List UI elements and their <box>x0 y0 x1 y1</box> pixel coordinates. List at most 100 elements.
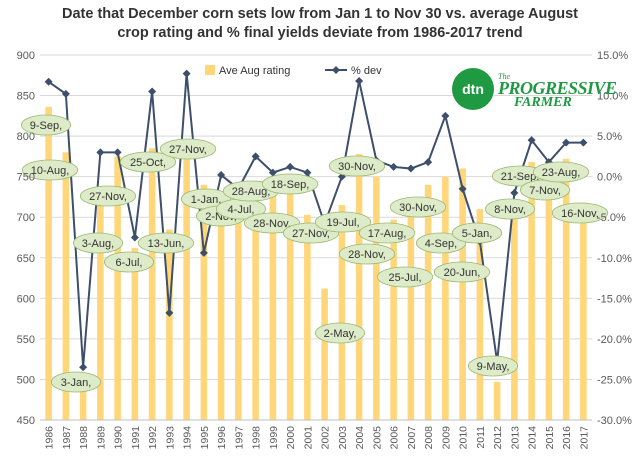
bar <box>79 379 87 420</box>
bar <box>321 288 328 420</box>
bar-series-ave-aug-rating <box>45 106 587 421</box>
line-point <box>579 138 588 147</box>
line-path <box>48 73 584 368</box>
line-point <box>441 111 450 120</box>
bar <box>424 184 432 420</box>
line-point <box>44 77 53 86</box>
bar <box>217 202 225 420</box>
bar <box>235 201 242 420</box>
legend-label-line: % dev <box>351 65 382 77</box>
annotation-bubble <box>79 185 137 207</box>
legend-label-bar: Ave Aug rating <box>219 65 290 77</box>
annotation-label: 4-Jul, <box>228 204 255 216</box>
x-tick-label: 1996 <box>216 426 228 450</box>
annotation-label: 25-Oct, <box>130 157 166 169</box>
y-left-tick-label: 750 <box>17 172 35 184</box>
annotation-label: 20-Jun, <box>444 267 481 279</box>
y-right-tick-label: -5.0% <box>597 212 626 224</box>
bar <box>183 153 190 420</box>
y-right-tick-label: 5.0% <box>597 131 622 143</box>
annotation-bubble <box>467 355 518 377</box>
x-tick-label: 1995 <box>199 426 211 450</box>
annotation-label: 3-Aug, <box>82 238 114 250</box>
bar <box>562 158 570 421</box>
legend-swatch-bar <box>205 65 215 75</box>
annotation-bubble <box>338 243 396 265</box>
annotation-label: 17-Aug, <box>368 228 407 240</box>
line-point <box>130 233 139 242</box>
annotation-label: 19-Jul, <box>326 217 359 229</box>
line-point <box>527 136 536 145</box>
line-point <box>458 184 467 193</box>
x-tick-label: 2014 <box>527 426 539 450</box>
annotation-bubble <box>159 138 217 160</box>
line-point <box>303 168 312 177</box>
annotation-bubble <box>415 232 466 254</box>
x-tick-label: 2016 <box>561 426 573 450</box>
line-point <box>510 188 519 197</box>
annotation-label: 16-Nov, <box>561 208 599 220</box>
annotation-bubble <box>104 251 155 273</box>
annotation-bubble <box>314 211 372 233</box>
bar <box>493 381 501 420</box>
bar <box>580 202 587 420</box>
annotation-label: 28-Nov, <box>253 218 291 230</box>
legend-marker <box>332 66 340 74</box>
y-left-tick-label: 600 <box>17 293 35 305</box>
line-point <box>61 89 70 98</box>
y-right-tick-label: -15.0% <box>597 293 632 305</box>
annotation-bubble <box>551 202 609 224</box>
line-point <box>113 148 122 157</box>
annotation-bubble <box>532 161 590 183</box>
progressive-farmer-logo: dtn The PROGRESSIVE FARMER <box>452 68 617 114</box>
bar <box>269 185 277 420</box>
annotation-label: 30-Nov, <box>338 161 376 173</box>
annotation-bubble <box>51 371 102 393</box>
y-left-tick-label: 450 <box>17 415 35 427</box>
x-tick-label: 2004 <box>354 426 366 450</box>
line-point <box>268 168 277 177</box>
y-right-tick-label: 10.0% <box>597 91 628 103</box>
y-right-tick-label: 15.0% <box>597 50 628 62</box>
line-point <box>406 164 415 173</box>
x-tick-label: 1986 <box>44 426 56 450</box>
x-tick-label: 2001 <box>302 426 314 450</box>
annotation-bubble <box>358 222 416 244</box>
x-tick-label: 2015 <box>544 426 556 450</box>
axes: 450 500 550 600 650 700 750 800 850 900 -30.0% -25.… <box>17 50 632 449</box>
chart-title-line-1: Date that December corn sets low from Ja… <box>62 6 578 22</box>
bar <box>511 217 518 420</box>
logo-text-top: The <box>498 72 510 81</box>
annotation-bubble <box>389 196 447 218</box>
line-point <box>79 363 88 372</box>
y-right-tick-label: 0.0% <box>597 172 622 184</box>
bar <box>355 153 363 420</box>
bar <box>390 219 397 420</box>
x-tick-label: 2009 <box>440 426 452 450</box>
annotation-label: 25-Jul, <box>388 272 421 284</box>
annotation-label: 30-Nov, <box>399 202 437 214</box>
annotation-bubble <box>484 198 535 220</box>
annotation-label: 3-Jan, <box>61 377 92 389</box>
bar <box>442 176 449 420</box>
annotation-bubble <box>243 212 301 234</box>
logo-text-main: PROGRESSIVE <box>498 78 617 98</box>
annotation-label: 7-Nov, <box>529 185 561 197</box>
line-point <box>96 148 105 157</box>
y-right-tick-label: -25.0% <box>597 374 632 386</box>
bar <box>545 170 553 420</box>
line-point <box>389 162 398 171</box>
line-point <box>355 76 364 85</box>
x-tick-label: 2000 <box>285 426 297 450</box>
x-tick-label: 1989 <box>95 426 107 450</box>
bar <box>166 229 173 420</box>
annotation-bubble <box>73 232 124 254</box>
annotation-bubble <box>20 114 72 136</box>
annotation-bubble <box>261 173 319 195</box>
annotation-label: 21-Sep, <box>501 171 540 183</box>
bar <box>476 209 484 420</box>
x-tick-label: 1997 <box>233 426 245 450</box>
bar <box>148 148 156 420</box>
